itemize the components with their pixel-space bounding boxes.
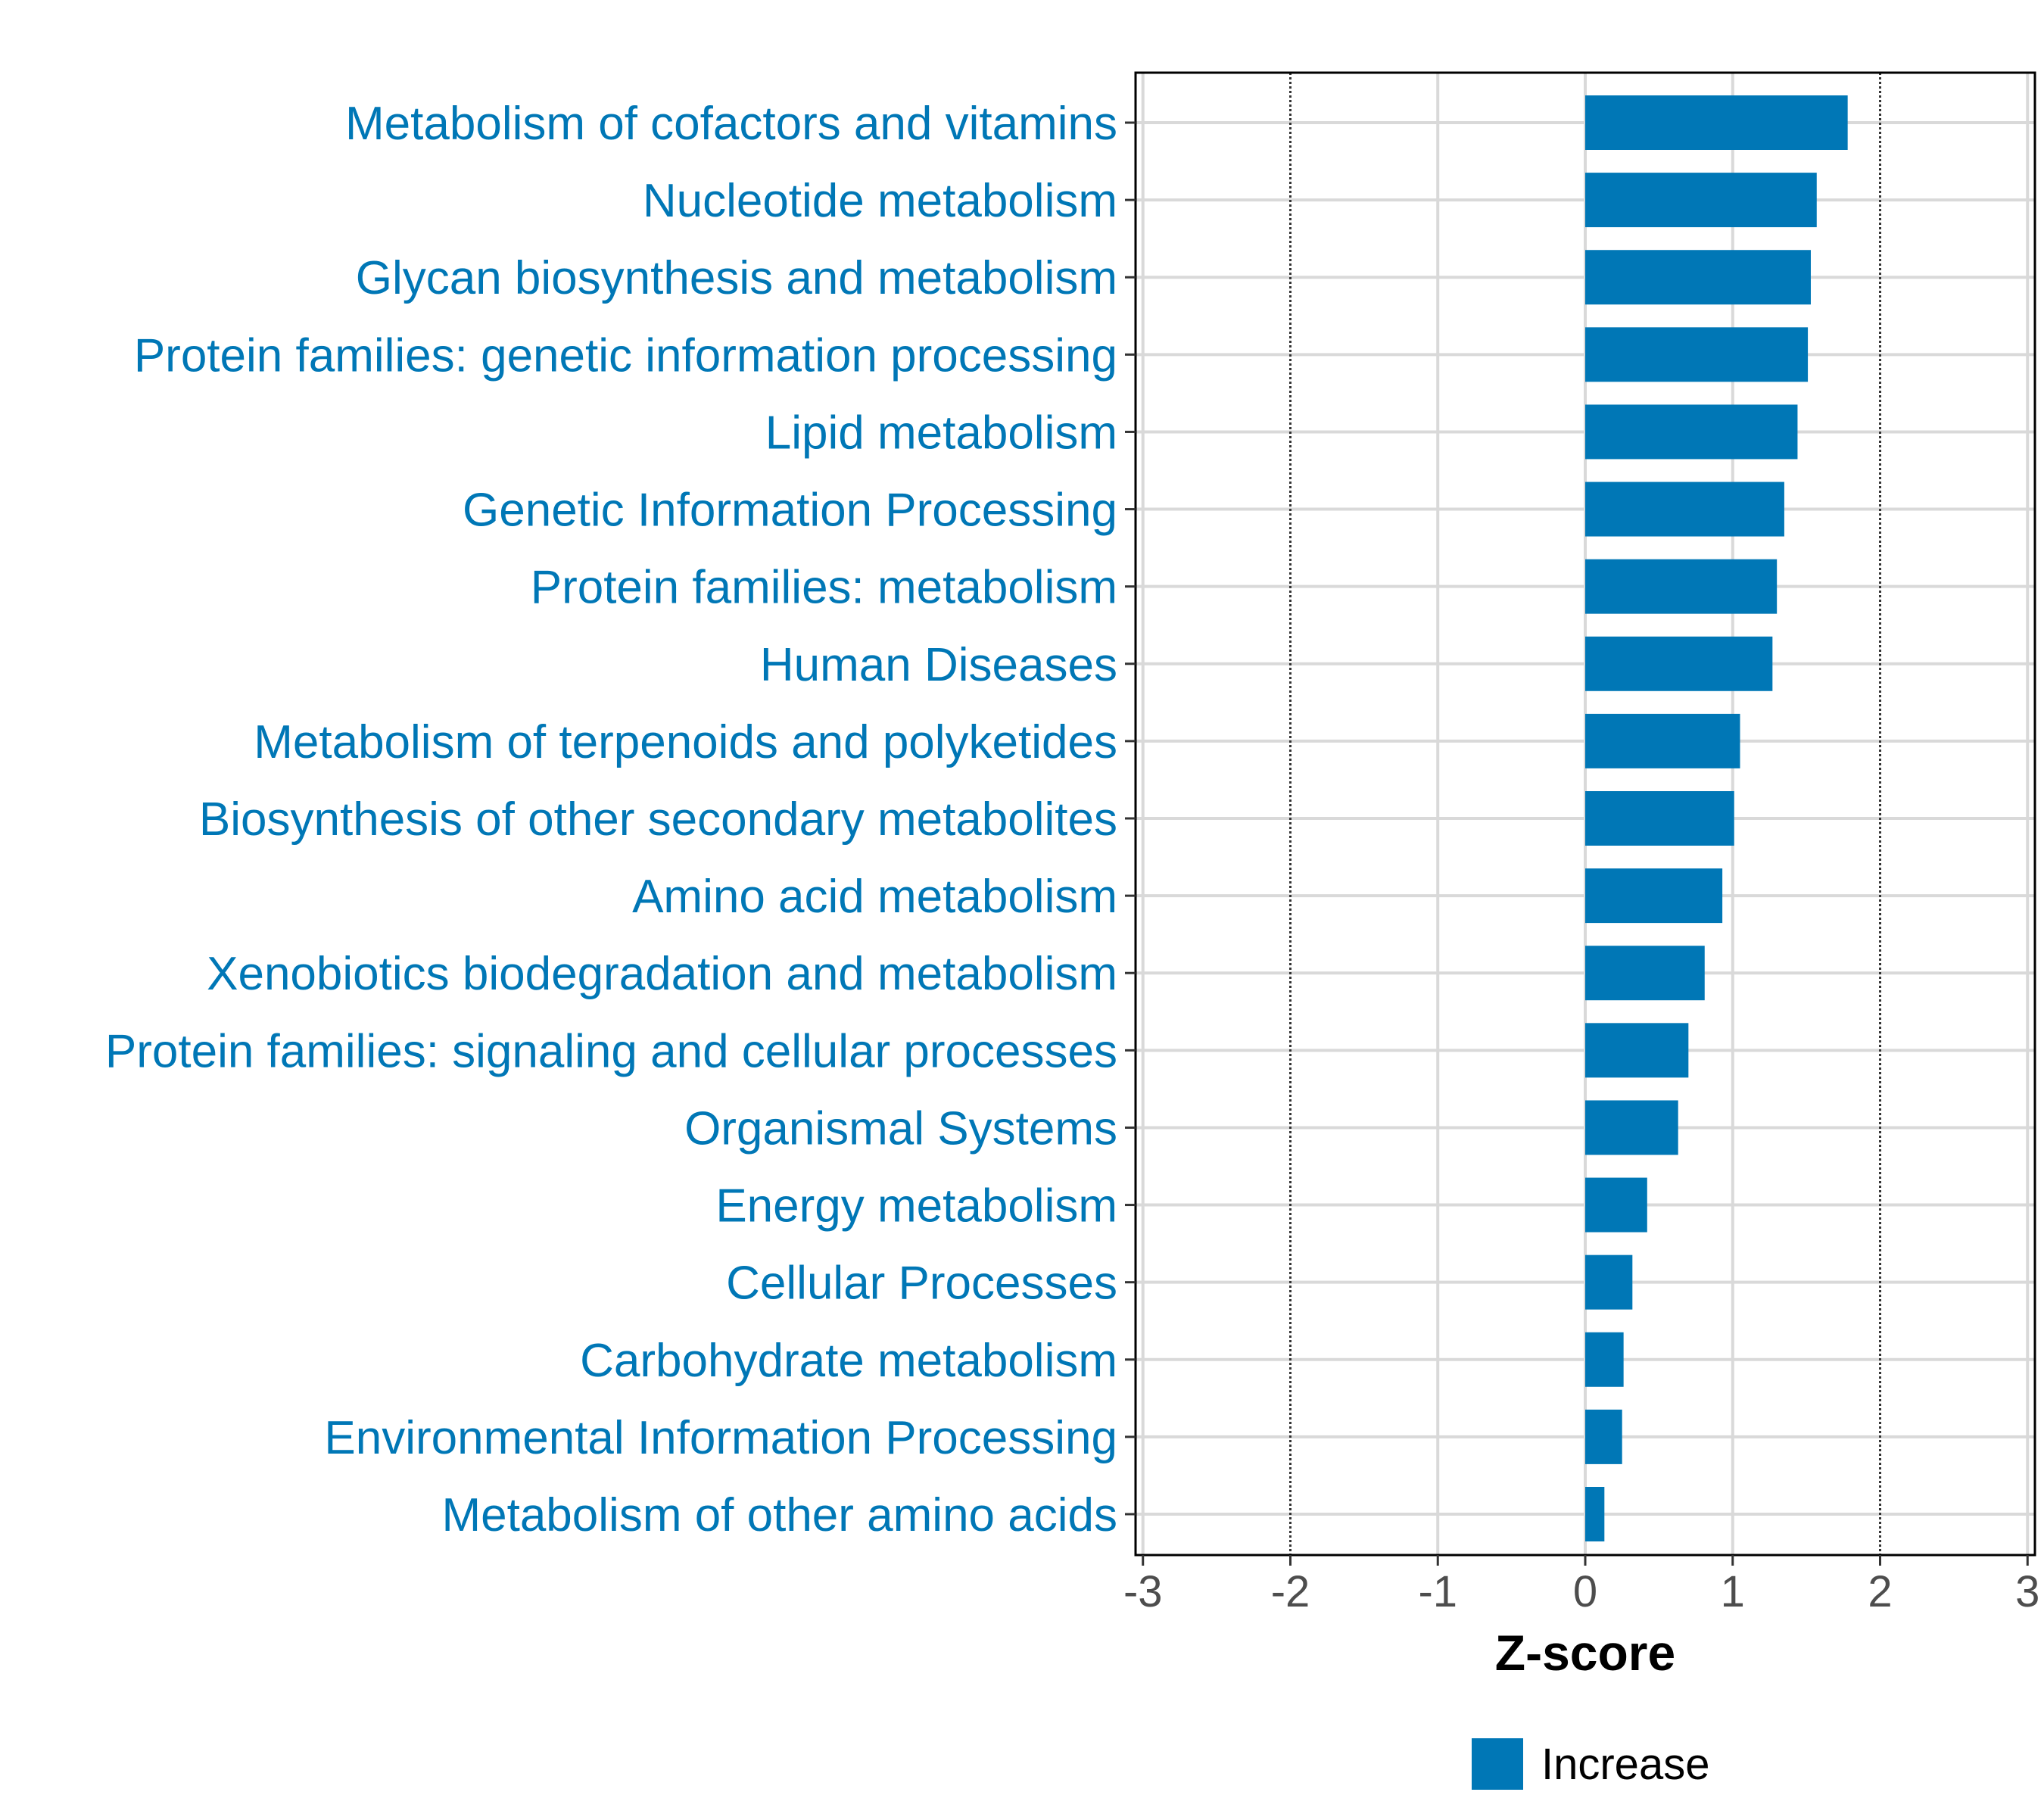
category-label: Metabolism of terpenoids and polyketides <box>254 716 1117 768</box>
x-tick-label: 3 <box>2015 1567 2039 1616</box>
category-label: Protein families: metabolism <box>531 562 1117 614</box>
category-label: Protein families: signaling and cellular… <box>105 1025 1117 1077</box>
bar <box>1585 636 1773 691</box>
legend: Increase <box>1472 1738 1709 1790</box>
bar <box>1585 713 1740 768</box>
category-label: Environmental Information Processing <box>324 1412 1117 1464</box>
bar <box>1585 482 1784 537</box>
category-label: Cellular Processes <box>726 1258 1117 1310</box>
reference-lines <box>1288 73 1882 1555</box>
category-label: Energy metabolism <box>715 1180 1117 1233</box>
bar <box>1585 1487 1605 1541</box>
bar <box>1585 250 1811 305</box>
bar <box>1585 791 1734 846</box>
category-label: Genetic Information Processing <box>463 485 1117 537</box>
bar <box>1585 1254 1633 1310</box>
bar <box>1585 559 1778 614</box>
category-label: Nucleotide metabolism <box>643 175 1117 227</box>
x-tick-label: 2 <box>1868 1567 1892 1616</box>
x-tick-label: -1 <box>1418 1567 1457 1616</box>
category-label: Carbohydrate metabolism <box>580 1335 1117 1387</box>
x-axis-labels: -3 -2 -1 0 1 2 3 <box>1123 1567 2039 1616</box>
bar <box>1585 1100 1678 1155</box>
x-axis-ticks <box>1142 1555 2029 1566</box>
legend-swatch-increase <box>1472 1738 1523 1790</box>
bar <box>1585 404 1798 460</box>
category-label: Xenobiotics biodegradation and metabolis… <box>207 948 1117 1000</box>
category-label: Lipid metabolism <box>765 407 1117 459</box>
bar <box>1585 327 1809 382</box>
y-axis-ticks <box>1125 121 1136 1516</box>
legend-label-increase: Increase <box>1541 1740 1709 1789</box>
bar <box>1585 946 1705 1001</box>
category-label: Amino acid metabolism <box>632 871 1117 923</box>
bar <box>1585 868 1723 924</box>
category-label: Metabolism of cofactors and vitamins <box>345 98 1117 150</box>
y-axis-labels: Metabolism of cofactors and vitamins Nucl… <box>105 98 1117 1541</box>
x-tick-label: 1 <box>1721 1567 1745 1616</box>
bar <box>1585 95 1848 150</box>
category-label: Biosynthesis of other secondary metaboli… <box>199 793 1117 846</box>
x-axis-title: Z-score <box>1495 1625 1675 1681</box>
x-tick-label: -2 <box>1271 1567 1310 1616</box>
x-tick-label: -3 <box>1123 1567 1163 1616</box>
bar <box>1585 1409 1622 1464</box>
category-label: Human Diseases <box>760 639 1117 691</box>
category-label: Metabolism of other amino acids <box>441 1489 1117 1541</box>
x-tick-label: 0 <box>1573 1567 1597 1616</box>
category-label: Protein families: genetic information pr… <box>134 329 1117 382</box>
category-label: Organismal Systems <box>684 1102 1117 1155</box>
bars <box>1585 95 1848 1541</box>
bar <box>1585 1177 1647 1233</box>
bar <box>1585 1332 1624 1387</box>
category-label: Glycan biosynthesis and metabolism <box>356 252 1117 304</box>
bar <box>1585 173 1817 228</box>
bar <box>1585 1023 1689 1078</box>
